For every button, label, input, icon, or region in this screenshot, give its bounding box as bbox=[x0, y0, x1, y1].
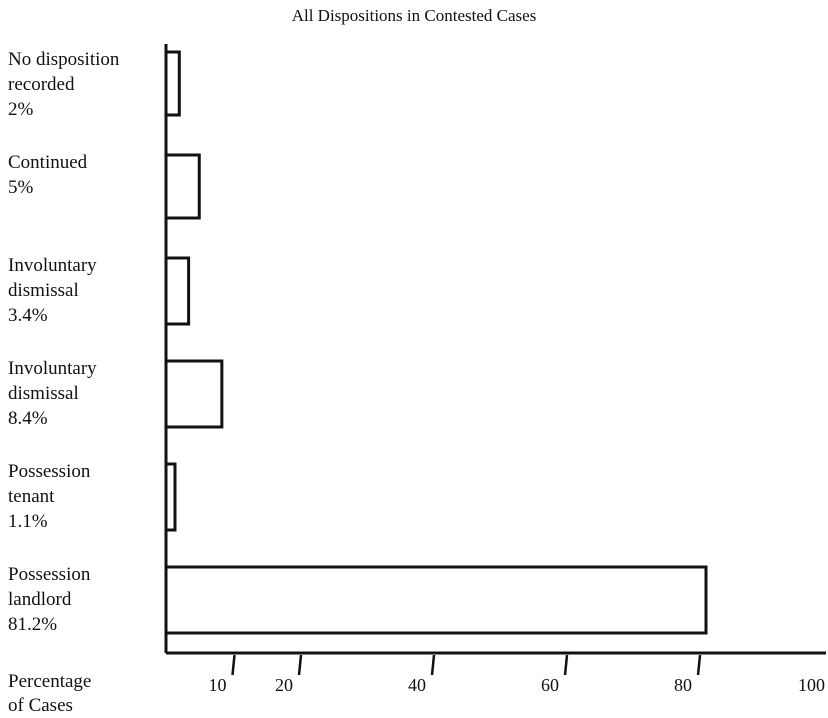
category-name: Involuntary dismissal bbox=[8, 358, 97, 404]
category-name: Involuntary dismissal bbox=[8, 255, 97, 301]
x-tick-40 bbox=[430, 654, 436, 676]
category-name: Continued bbox=[8, 152, 88, 173]
x-tick-label-80: 80 bbox=[674, 675, 692, 695]
x-tick-60 bbox=[563, 654, 569, 676]
category-label-6: Possession landlord 81.2% bbox=[8, 562, 158, 637]
bar-3 bbox=[164, 256, 191, 326]
bar-4 bbox=[164, 359, 224, 429]
category-name: Possession landlord bbox=[8, 564, 91, 610]
category-label-4: Involuntary dismissal 8.4% bbox=[8, 356, 158, 431]
category-name: Possession tenant bbox=[8, 461, 91, 507]
x-tick-label-10: 10 bbox=[209, 675, 227, 695]
bar-5 bbox=[164, 462, 177, 532]
value-label: 5% bbox=[8, 177, 34, 198]
value-label: 2% bbox=[8, 99, 34, 120]
category-label-2: Continued 5% bbox=[8, 150, 158, 200]
x-tick-label-40: 40 bbox=[408, 675, 426, 695]
value-label: 1.1% bbox=[8, 511, 48, 532]
bar-6 bbox=[164, 565, 708, 635]
x-axis-title: Percentage of Cases bbox=[8, 671, 92, 716]
x-tick-label-60: 60 bbox=[541, 675, 559, 695]
x-tick-80 bbox=[696, 654, 702, 676]
category-label-5: Possession tenant 1.1% bbox=[8, 459, 158, 534]
x-tick-label-20: 20 bbox=[275, 675, 293, 695]
bar-2 bbox=[164, 153, 201, 220]
x-tick-label-100: 100 bbox=[798, 675, 825, 695]
chart-title: All Dispositions in Contested Cases bbox=[291, 6, 537, 25]
category-name: No disposition recorded bbox=[8, 49, 120, 95]
category-label-1: No disposition recorded 2% bbox=[8, 47, 158, 122]
x-tick-20 bbox=[297, 654, 303, 676]
value-label: 3.4% bbox=[8, 305, 48, 326]
x-tick-10 bbox=[231, 654, 236, 676]
bar-1 bbox=[164, 50, 181, 117]
value-label: 8.4% bbox=[8, 408, 48, 429]
category-label-3: Involuntary dismissal 3.4% bbox=[8, 253, 158, 328]
value-label: 81.2% bbox=[8, 614, 58, 635]
